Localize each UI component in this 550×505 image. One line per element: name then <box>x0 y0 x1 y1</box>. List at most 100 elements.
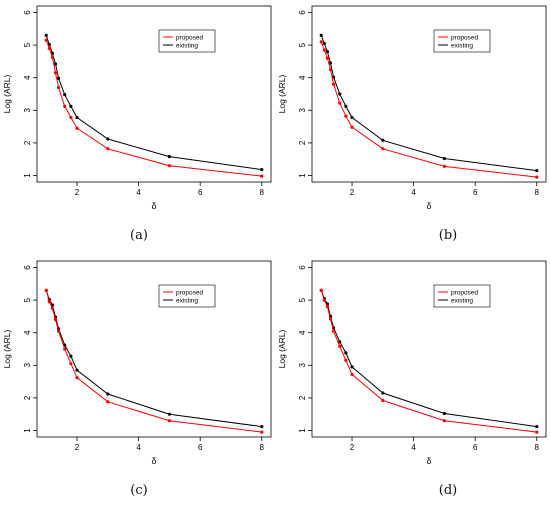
point-proposed <box>106 147 110 151</box>
caption-d: (d) <box>438 483 458 498</box>
series-line-existing <box>45 35 262 171</box>
point-proposed <box>53 71 58 75</box>
y-tick-label: 6 <box>298 265 307 270</box>
x-tick-label: 4 <box>411 443 416 452</box>
point-proposed <box>56 85 61 90</box>
y-tick-label: 5 <box>298 42 307 47</box>
point-existing <box>350 115 354 120</box>
legend-box <box>433 284 491 308</box>
point-existing <box>319 33 323 37</box>
point-proposed <box>535 430 539 434</box>
point-existing <box>106 392 110 396</box>
point-proposed <box>328 317 333 321</box>
legend-label-proposed: proposed <box>451 35 478 42</box>
legend-label-existing: existing <box>176 298 198 305</box>
x-tick-label: 2 <box>75 188 80 197</box>
series-line-proposed <box>320 41 537 178</box>
point-proposed <box>319 40 323 44</box>
y-tick-label: 1 <box>298 173 307 178</box>
x-tick-label: 2 <box>350 188 355 197</box>
point-proposed <box>260 430 264 434</box>
legend-label-existing: existing <box>451 298 473 305</box>
x-tick-label: 8 <box>535 188 540 197</box>
series-line-proposed <box>45 290 262 433</box>
point-proposed <box>53 318 58 322</box>
series-line-existing <box>320 290 537 428</box>
point-proposed <box>50 55 54 60</box>
point-proposed <box>69 115 73 120</box>
x-tick-label: 8 <box>535 443 540 452</box>
chart-panel-c: 2 4 6 8 1 2 3 4 5 6 δ Log (ARL) proposed existing <box>0 255 275 465</box>
point-existing <box>75 368 79 372</box>
y-tick-label: 6 <box>298 10 307 15</box>
y-axis-label: Log (ARL) <box>277 329 287 368</box>
y-tick-label: 5 <box>23 297 32 302</box>
point-existing <box>535 168 539 173</box>
x-axis-label: δ <box>151 456 156 465</box>
y-tick-label: 1 <box>23 173 32 178</box>
point-proposed <box>56 329 61 333</box>
legend-box <box>433 29 491 53</box>
y-tick-label: 4 <box>23 330 32 335</box>
point-existing <box>350 365 354 369</box>
point-proposed <box>331 82 336 86</box>
point-proposed <box>260 174 264 178</box>
point-proposed <box>167 164 171 168</box>
x-tick-label: 2 <box>350 443 355 452</box>
y-tick-label: 4 <box>298 75 307 80</box>
point-proposed <box>63 347 67 351</box>
y-tick-label: 3 <box>298 108 307 113</box>
point-existing <box>63 93 67 97</box>
y-tick-label: 2 <box>23 140 32 145</box>
plot-frame <box>36 5 272 183</box>
series-line-proposed <box>45 40 262 177</box>
point-existing <box>53 62 58 66</box>
point-existing <box>338 340 342 344</box>
point-existing <box>69 354 73 358</box>
x-axis-label: δ <box>426 456 431 465</box>
point-proposed <box>75 126 79 130</box>
point-proposed <box>44 38 48 42</box>
y-axis-label: Log (ARL) <box>2 329 12 368</box>
point-existing <box>69 104 73 108</box>
point-existing <box>322 41 326 46</box>
point-existing <box>260 168 264 172</box>
point-proposed <box>50 306 54 310</box>
point-existing <box>167 154 171 159</box>
point-proposed <box>63 104 67 108</box>
point-existing <box>344 104 348 108</box>
plot-frame <box>311 260 547 438</box>
x-tick-label: 6 <box>473 443 478 452</box>
series-line-proposed <box>320 290 537 433</box>
y-tick-label: 2 <box>298 395 307 400</box>
x-axis-label: δ <box>426 201 431 210</box>
y-tick-label: 2 <box>23 395 32 400</box>
point-proposed <box>535 175 539 179</box>
x-tick-label: 4 <box>411 188 416 197</box>
legend-box <box>158 284 216 308</box>
point-existing <box>44 33 48 37</box>
point-existing <box>260 424 264 429</box>
caption-a: (a) <box>130 228 148 243</box>
x-axis-label: δ <box>151 201 156 210</box>
chart-panel-d: 2 4 6 8 1 2 3 4 5 6 δ Log (ARL) proposed existing <box>275 255 550 465</box>
point-proposed <box>381 147 385 151</box>
x-tick-label: 4 <box>136 443 141 452</box>
legend-label-proposed: proposed <box>176 290 203 297</box>
y-tick-label: 6 <box>23 265 32 270</box>
point-proposed <box>442 164 446 168</box>
point-proposed <box>344 114 348 118</box>
point-existing <box>442 411 446 416</box>
point-existing <box>381 138 385 142</box>
point-proposed <box>344 358 348 363</box>
point-existing <box>535 424 539 429</box>
point-proposed <box>328 67 333 72</box>
point-proposed <box>325 56 329 60</box>
point-existing <box>56 76 61 80</box>
point-proposed <box>106 400 110 404</box>
series-line-existing <box>45 290 262 428</box>
point-proposed <box>47 300 51 304</box>
y-tick-label: 1 <box>298 428 307 433</box>
y-tick-label: 3 <box>23 108 32 113</box>
